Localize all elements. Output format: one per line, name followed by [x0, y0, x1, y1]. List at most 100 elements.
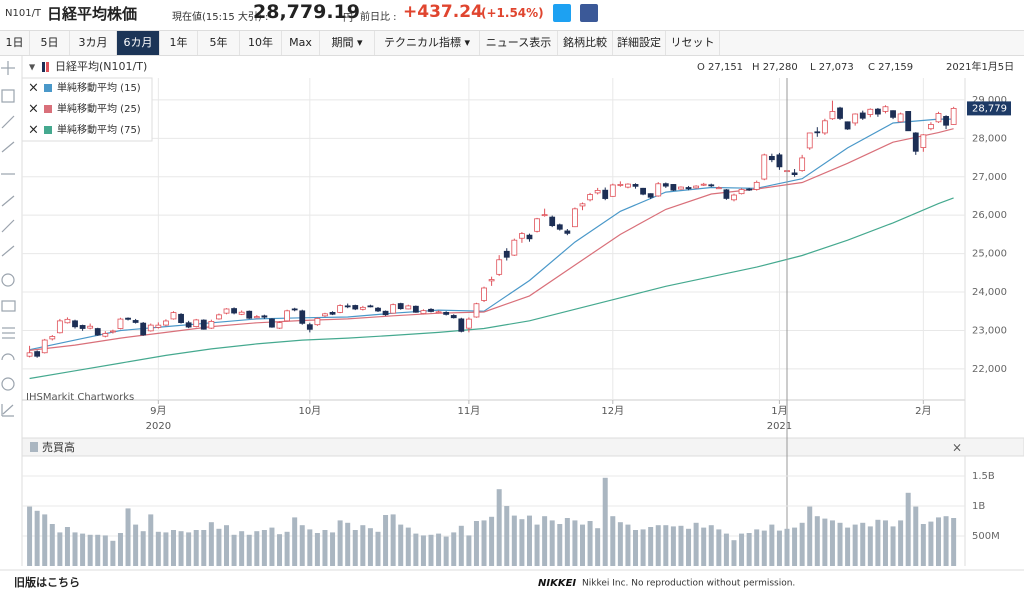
tool-icon[interactable]	[1, 89, 15, 103]
legend-remove[interactable]: ×	[28, 81, 39, 96]
candle-body	[625, 183, 631, 188]
legend-remove[interactable]: ×	[28, 102, 39, 117]
tool-icon[interactable]	[1, 404, 14, 417]
old-version-link[interactable]: 旧版はこちら	[14, 575, 80, 589]
candle-body	[852, 113, 859, 124]
volume-bar	[739, 533, 745, 566]
facebook-button[interactable]	[580, 4, 598, 22]
candle-body	[503, 250, 510, 258]
volume-bar	[579, 524, 585, 566]
toolbar-button[interactable]: 1日	[0, 31, 30, 55]
volume-bar	[663, 525, 669, 566]
toolbar-button[interactable]: 3カ月	[70, 31, 117, 55]
volume-bar	[587, 521, 593, 566]
legend-label: 単純移動平均 (75)	[57, 123, 141, 136]
candle-body	[412, 305, 419, 313]
legend-swatch	[44, 126, 52, 134]
volume-bar	[526, 515, 532, 566]
tool-icon[interactable]	[1, 115, 15, 129]
volume-bar	[239, 531, 245, 566]
volume-bar	[686, 528, 692, 566]
x-tick-label: 10月	[298, 405, 321, 417]
candle-body	[556, 224, 563, 230]
volume-bar	[383, 515, 389, 566]
legend-remove[interactable]: ×	[28, 123, 39, 138]
ma-line	[29, 118, 954, 351]
candle-body	[41, 339, 48, 354]
volume-bar	[117, 533, 123, 566]
tool-icon[interactable]	[1, 195, 15, 207]
ohlc-date: 2021年1月5日	[946, 60, 1014, 73]
candle-body	[640, 187, 646, 195]
candle-body	[405, 305, 412, 310]
volume-bar	[398, 524, 404, 566]
toolbar-button[interactable]: 1年	[160, 31, 198, 55]
volume-header	[21, 437, 1024, 457]
candle-body	[200, 319, 207, 330]
candle-body	[753, 181, 760, 190]
x-tick-label: 9月	[150, 405, 166, 417]
toolbar-button[interactable]: 銘柄比較	[558, 31, 613, 55]
candle-body	[602, 189, 609, 199]
toolbar-button[interactable]: テクニカル指標 ▾	[375, 31, 480, 55]
tool-icon[interactable]	[1, 273, 15, 287]
tool-icon[interactable]	[1, 141, 15, 153]
toolbar-button[interactable]: 10年	[240, 31, 282, 55]
toolbar-button[interactable]: リセット	[666, 31, 720, 55]
volume-bar	[867, 526, 873, 566]
tool-column	[1, 61, 16, 417]
volume-title: 売買高	[42, 440, 75, 454]
toolbar-button[interactable]: ニュース表示	[480, 31, 558, 55]
candle-body	[670, 184, 677, 191]
volume-bar	[314, 533, 320, 566]
candle-body	[299, 310, 306, 324]
series-icon	[46, 62, 49, 72]
candle-body	[306, 324, 313, 330]
last-price-tag	[967, 101, 1011, 116]
tool-icon[interactable]	[1, 219, 15, 233]
y-tick-label: 29,000	[972, 95, 1007, 106]
toolbar-button[interactable]: 5年	[198, 31, 240, 55]
toolbar-button[interactable]: 5日	[30, 31, 70, 55]
volume-bar	[678, 525, 684, 566]
candle-body	[700, 183, 707, 186]
candle-body	[693, 185, 700, 189]
tool-icon[interactable]	[1, 353, 15, 361]
candle-body	[897, 113, 904, 123]
candle-body	[344, 305, 351, 308]
volume-bar	[87, 534, 93, 566]
copyright: Nikkei Inc. No reproduction without perm…	[582, 579, 795, 589]
tool-icon[interactable]	[1, 300, 16, 312]
collapse-icon[interactable]: ▼	[29, 63, 36, 72]
candle-body	[397, 303, 404, 310]
toolbar-button[interactable]: 詳細設定	[613, 31, 666, 55]
toolbar-button[interactable]: 6カ月	[117, 31, 160, 55]
y-tick-label: 23,000	[972, 325, 1007, 336]
candle-body	[132, 320, 139, 323]
candle-body	[56, 320, 63, 334]
volume-bar	[625, 524, 631, 566]
volume-bar	[519, 519, 525, 566]
volume-bar	[572, 520, 578, 566]
candle-body	[920, 134, 927, 148]
volume-bar	[269, 527, 275, 566]
tool-icon[interactable]	[1, 377, 15, 391]
volume-bar	[943, 516, 949, 566]
candle-body	[79, 325, 86, 329]
twitter-button[interactable]	[553, 4, 571, 22]
candle-body	[715, 187, 722, 190]
candle-body	[488, 279, 495, 282]
volume-bar	[905, 492, 911, 566]
toolbar-button[interactable]: 期間 ▾	[320, 31, 375, 55]
candle-body	[473, 303, 480, 318]
ohlc-close: C 27,159	[868, 62, 913, 73]
toolbar-button[interactable]: Max	[282, 31, 320, 55]
candle-body	[761, 154, 768, 180]
close-panel[interactable]: ×	[952, 441, 962, 455]
price-plot: 22,000 23,000 24,000 25,000 26,000 27,000 28,0…	[22, 78, 1007, 432]
tool-icon[interactable]	[1, 245, 15, 257]
volume-bar	[57, 532, 63, 566]
volume-bar	[390, 514, 396, 566]
volume-bar	[307, 529, 313, 566]
